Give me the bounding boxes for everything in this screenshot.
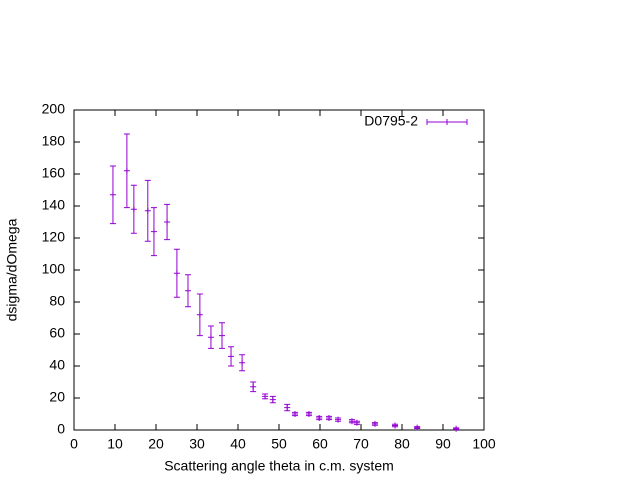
x-tick-label: 50 [271,436,287,452]
y-tick-label: 100 [42,261,66,277]
y-tick-label: 200 [42,101,66,117]
data-point [184,287,191,294]
data-point [130,206,137,213]
y-tick-label: 60 [49,325,65,341]
x-tick-label: 70 [353,436,369,452]
x-tick-label: 40 [230,436,246,452]
data-point [269,396,276,403]
data-point [353,419,360,426]
legend-label: D0795-2 [364,113,418,129]
data-point [291,411,298,417]
data-point [250,383,257,390]
data-point [123,167,130,174]
data-point [239,359,246,366]
x-axis-label: Scattering angle theta in c.m. system [164,458,394,474]
y-tick-label: 80 [49,293,65,309]
legend-swatch [426,119,468,125]
data-point [371,420,378,427]
data-point [392,422,399,429]
x-tick-label: 20 [148,436,164,452]
x-tick-label: 10 [107,436,123,452]
data-point [207,334,214,341]
data-point [144,207,151,214]
data-point [316,415,323,421]
x-tick-label: 90 [435,436,451,452]
data-point [219,332,226,339]
x-tick-label: 30 [189,436,205,452]
data-point [150,228,157,235]
data-point [164,219,171,225]
data-point [326,415,333,421]
x-tick-label: 80 [394,436,410,452]
y-tick-label: 120 [42,229,66,245]
data-point [414,424,421,431]
data-point [196,311,203,318]
plot-border [73,109,485,431]
y-tick-label: 0 [57,421,65,437]
y-axis-label: dsigma/dOmega [4,218,20,321]
y-tick-label: 20 [49,389,65,405]
data-point [305,411,312,417]
y-tick-label: 40 [49,357,65,373]
x-tick-label: 100 [472,436,496,452]
data-point [453,425,460,432]
x-tick-label: 60 [312,436,328,452]
data-point [335,416,342,423]
y-tick-label: 160 [42,165,66,181]
data-point [284,404,291,411]
data-point [173,270,180,277]
data-point [228,353,235,360]
y-tick-label: 180 [42,133,66,149]
data-point [262,393,269,400]
y-tick-label: 140 [42,197,66,213]
data-point [109,191,116,198]
x-tick-label: 0 [70,436,78,452]
